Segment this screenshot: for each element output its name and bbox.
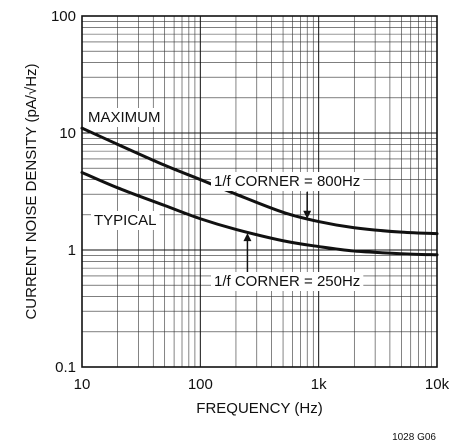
x-tick-label: 10k [425, 376, 450, 393]
series-label-typical: TYPICAL [94, 212, 157, 229]
y-tick-labels: 0.1 1 10 100 [51, 8, 76, 376]
annotation-250hz-background [211, 272, 364, 291]
series-layer [80, 126, 439, 257]
series-line-typical [80, 170, 439, 257]
minor-gridlines [82, 16, 437, 367]
annotation-250hz: 1/f CORNER = 250Hz [214, 273, 360, 290]
arrow-250hz-head [243, 233, 252, 242]
series-label-typical-background [91, 211, 160, 230]
y-tick-label: 100 [51, 8, 76, 25]
series-label-layer: MAXIMUM TYPICAL [85, 108, 164, 230]
x-tick-labels: 10 100 1k 10k [74, 376, 450, 393]
series-line-maximum [80, 126, 439, 236]
y-tick-label: 0.1 [55, 359, 76, 376]
series-label-maximum-background [85, 108, 164, 127]
annotation-800hz-background [211, 172, 364, 191]
annotation-800hz: 1/f CORNER = 800Hz [214, 173, 360, 190]
y-axis-label: CURRENT NOISE DENSITY (pA/√Hz) [23, 63, 40, 319]
major-gridlines [82, 16, 437, 367]
x-tick-label: 10 [74, 376, 91, 393]
y-tick-label: 10 [59, 125, 76, 142]
series-label-maximum: MAXIMUM [88, 109, 161, 126]
arrow-800hz-head [303, 210, 312, 219]
x-axis-label: FREQUENCY (Hz) [196, 400, 322, 417]
y-tick-label: 1 [68, 242, 76, 259]
x-tick-label: 100 [188, 376, 213, 393]
plot-frame [81, 15, 438, 368]
figure-id: 1028 G06 [392, 432, 436, 443]
x-tick-label: 1k [311, 376, 327, 393]
annotation-layer: 1/f CORNER = 800Hz 1/f CORNER = 250Hz [211, 172, 364, 291]
